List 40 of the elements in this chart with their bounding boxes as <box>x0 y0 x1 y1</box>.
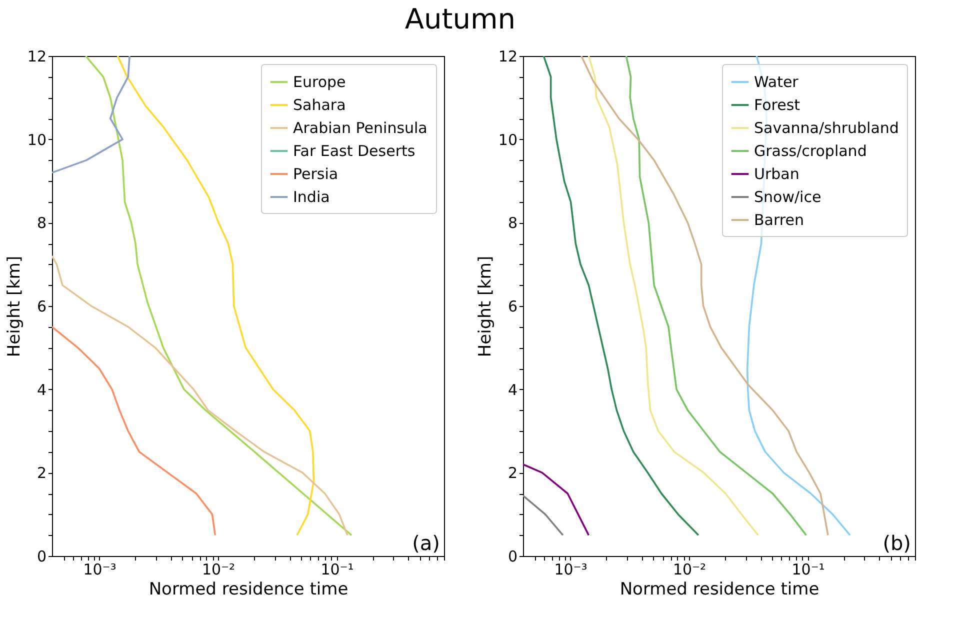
legend-label: Persia <box>293 165 338 183</box>
y-tick-label: 2 <box>508 464 518 482</box>
x-axis-title: Normed residence time <box>620 580 820 600</box>
x-tick-label: 10⁻³ <box>554 560 588 578</box>
y-tick-label: 4 <box>36 380 46 399</box>
annotation: (b) <box>882 531 911 555</box>
y-tick-label: 6 <box>36 298 46 316</box>
legend-label: Grass/cropland <box>754 142 867 160</box>
legend-label: Snow/ice <box>754 188 822 206</box>
y-axis-title: Height [km] <box>4 256 24 358</box>
y-tick-label: 12 <box>498 48 518 66</box>
legend-label: Arabian Peninsula <box>293 119 428 137</box>
y-tick-label: 4 <box>508 380 518 399</box>
legend-label: Savanna/shrubland <box>754 119 899 137</box>
y-tick-label: 0 <box>36 548 46 566</box>
y-tick-label: 2 <box>36 464 46 482</box>
x-tick-label: 10⁻³ <box>83 560 116 578</box>
legend-label: Water <box>754 73 800 91</box>
y-tick-label: 12 <box>27 48 46 66</box>
legend-label: Urban <box>754 165 800 183</box>
x-tick-label: 10⁻² <box>202 560 236 578</box>
y-tick-label: 6 <box>508 298 518 316</box>
x-tick-label: 10⁻¹ <box>792 560 825 578</box>
legend-label: India <box>293 188 330 206</box>
y-tick-label: 8 <box>36 214 46 232</box>
legend-label: Far East Deserts <box>293 142 416 160</box>
legend-label: Forest <box>754 96 800 114</box>
y-axis-title: Height [km] <box>475 256 496 358</box>
legend-label: Europe <box>293 73 346 91</box>
x-tick-label: 10⁻¹ <box>320 560 354 578</box>
y-tick-label: 10 <box>498 130 518 149</box>
x-tick-label: 10⁻² <box>672 560 706 578</box>
x-axis-title: Normed residence time <box>148 580 348 600</box>
legend-label: Barren <box>754 211 804 229</box>
y-tick-label: 8 <box>508 214 518 232</box>
chart-title: Autumn <box>404 2 516 36</box>
y-tick-label: 10 <box>27 130 46 149</box>
annotation: (a) <box>412 531 440 555</box>
y-tick-label: 0 <box>508 548 518 566</box>
legend-label: Sahara <box>293 96 346 114</box>
